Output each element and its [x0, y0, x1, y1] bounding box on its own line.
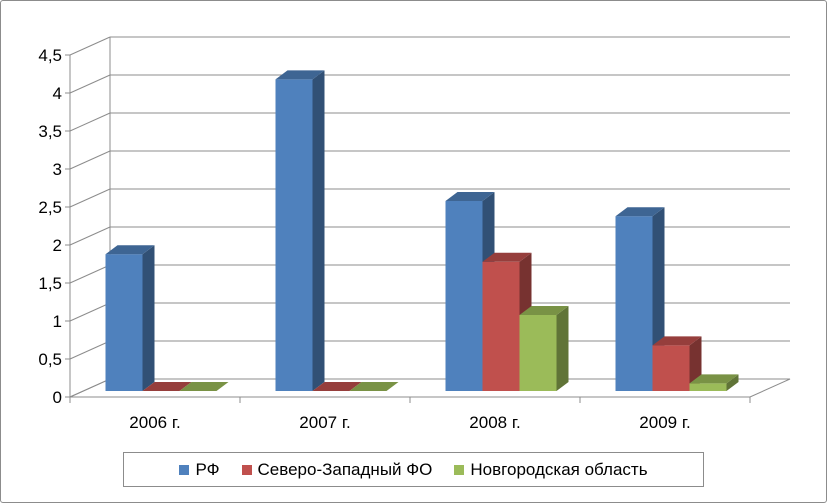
bar-Новгородская-область-3-top	[689, 374, 739, 384]
x-tick-label: 2008 г.	[469, 413, 520, 432]
legend-item-rf: РФ	[179, 459, 220, 480]
legend-swatch-rf	[179, 464, 190, 475]
bar-РФ-2	[445, 201, 483, 391]
gridline-side	[69, 188, 111, 208]
bar-РФ-1-top	[275, 70, 325, 80]
legend: РФ Северо-Западный ФО Новгородская облас…	[123, 452, 704, 487]
bar-Новгородская-область-3	[689, 383, 727, 391]
bar-Северо-Западный-ФО-2	[482, 261, 520, 391]
bar-Новгородская-область-0-top	[179, 382, 229, 391]
bar-РФ-3	[615, 216, 653, 391]
legend-label-novgorod: Новгородская область	[470, 459, 648, 479]
bar-РФ-0	[105, 254, 143, 391]
bar-Северо-Западный-ФО-3	[652, 345, 690, 391]
legend-swatch-nw-fo	[241, 464, 252, 475]
legend-label-rf: РФ	[195, 459, 220, 479]
legend-item-nw-fo: Северо-Западный ФО	[241, 459, 433, 480]
legend-label-nw-fo: Северо-Западный ФО	[257, 459, 433, 479]
bar-РФ-0-side	[142, 245, 155, 391]
gridline-side	[69, 36, 111, 56]
gridline-side	[69, 264, 111, 284]
bar-Новгородская-область-3-side	[726, 374, 739, 391]
y-tick-label: 2,5	[38, 198, 62, 217]
bar-Северо-Западный-ФО-0-top	[142, 382, 192, 391]
floor	[69, 378, 791, 398]
y-tick-label: 3,5	[38, 122, 62, 141]
bar-Северо-Западный-ФО-3-top	[652, 336, 702, 346]
bar-РФ-1-side	[312, 70, 325, 392]
y-tick-label: 0,5	[38, 350, 62, 369]
bar-РФ-0-top	[105, 245, 155, 255]
y-tick-label: 4	[53, 84, 62, 103]
gridline-side	[69, 302, 111, 322]
x-tick-label: 2006 г.	[129, 413, 180, 432]
y-tick-label: 3	[53, 160, 62, 179]
gridline-side	[69, 112, 111, 132]
bar-Северо-Западный-ФО-1-top	[312, 382, 362, 391]
y-tick-label: 2	[53, 236, 62, 255]
y-tick-label: 1	[53, 312, 62, 331]
bar-Новгородская-область-2-top	[519, 306, 569, 315]
gridline-side	[69, 74, 111, 94]
x-tick-label: 2007 г.	[299, 413, 350, 432]
bar-Новгородская-область-1-top	[349, 382, 399, 391]
legend-item-novgorod: Новгородская область	[454, 459, 648, 480]
y-tick-label: 4,5	[38, 46, 62, 65]
bar-РФ-3-top	[615, 207, 665, 217]
bar-Новгородская-область-2	[519, 315, 557, 391]
bar-Северо-Западный-ФО-2-top	[482, 252, 532, 262]
y-tick-label: 0	[53, 388, 62, 407]
bar-РФ-2-top	[445, 192, 495, 201]
x-tick-label: 2009 г.	[639, 413, 690, 432]
y-tick-label: 1,5	[38, 274, 62, 293]
legend-swatch-novgorod	[454, 464, 465, 475]
gridline-side	[69, 226, 111, 246]
gridline-side	[69, 340, 111, 360]
bar-Новгородская-область-2-side	[556, 306, 569, 391]
bar-РФ-1	[275, 79, 313, 392]
gridline-side	[69, 150, 111, 170]
